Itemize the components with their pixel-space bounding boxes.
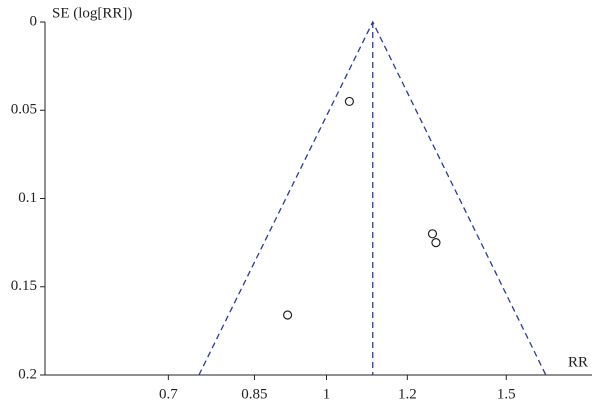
x-axis-label: RR bbox=[568, 354, 588, 370]
study-point bbox=[344, 96, 354, 107]
y-tick-label: 0.15 bbox=[11, 278, 37, 294]
study-point bbox=[282, 310, 293, 320]
x-tick-label: 1.5 bbox=[497, 386, 516, 402]
x-tick-label: 1.2 bbox=[398, 386, 417, 402]
y-tick-label: 0.1 bbox=[18, 190, 37, 206]
x-tick-label: 0.85 bbox=[241, 386, 267, 402]
x-tick-label: 0.7 bbox=[159, 386, 178, 402]
study-point bbox=[431, 238, 441, 248]
study-point bbox=[427, 229, 438, 239]
x-tick-label: 1 bbox=[323, 386, 331, 402]
y-tick-label: 0.2 bbox=[18, 366, 37, 382]
y-axis-label: SE (log[RR]) bbox=[52, 5, 132, 21]
y-tick-label: 0.05 bbox=[11, 102, 37, 118]
y-tick-label: 0 bbox=[30, 13, 38, 29]
